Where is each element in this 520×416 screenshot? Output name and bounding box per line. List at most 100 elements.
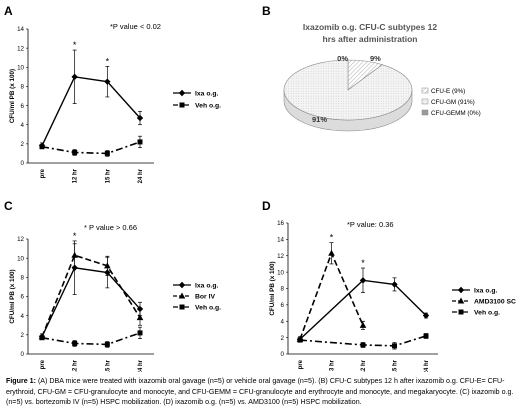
y-tick-label: 10 [277,269,284,276]
y-axis-label: CFU/ml PB (x 100) [9,269,16,323]
data-point [360,342,366,348]
y-tick-label: 6 [21,103,25,110]
chart-d: 0 2 4 6 8 10 12 14 16 pre 3 hr 12 hr 15 hr 24 hr CFU/m… [269,220,516,372]
y-tick-label: 12 [17,236,24,243]
legend-marker [179,102,185,108]
data-point [328,249,335,256]
x-tick-label: pre [298,359,304,369]
data-point [39,335,45,341]
data-point [72,149,78,155]
y-tick-label: 4 [281,318,285,325]
caption-text: (A) DBA mice were treated with ixazomib … [6,377,514,406]
x-tick-label: pre [40,359,46,369]
legend-marker [178,281,186,289]
caption-label: Figure 1: [6,377,36,385]
data-point [71,264,78,271]
panel-d-pvalue: *P value: 0.36 [347,220,394,229]
legend-swatch [421,98,429,105]
series-line-ixa-o-g- [299,279,427,340]
panel-c-pvalue: * P value > 0.66 [84,223,137,232]
y-tick-label: 10 [17,64,24,71]
x-tick-label: 12 hr [73,359,79,372]
data-point [136,114,144,122]
y-tick-label: 4 [21,122,25,129]
legend-label: Ixa o.g. [195,90,219,97]
x-tick-label: 15 hr [393,359,399,372]
panel-b-letter: B [262,4,271,18]
slice-label: 9% [370,54,381,63]
legend-label: CFU-GEMM (0%) [431,110,481,117]
significance-star: * [330,233,334,243]
panel-c-letter: C [4,199,13,213]
data-point [137,139,143,145]
y-tick-label: 12 [17,45,24,52]
chart-title: Ixazomib o.g. CFU-C subtypes 12 [303,22,437,32]
series-line-veh-o-g- [41,141,141,155]
data-point [71,251,78,258]
x-tick-label: 12 hr [361,359,367,372]
significance-star: * [73,231,77,241]
slice-label: 0% [337,54,348,63]
data-point [72,340,78,346]
legend-swatch [421,87,429,94]
y-tick-label: 8 [21,275,25,282]
legend-swatch [421,109,429,116]
y-tick-label: 0 [21,351,25,358]
legend-label: AMD3100 SC [474,298,516,305]
y-tick-label: 2 [21,141,25,148]
y-axis-label: CFU/ml PB (x 100) [269,261,276,315]
x-tick-label: 24 hr [138,168,144,183]
significance-star: * [361,258,365,268]
slice-label: 91% [312,115,327,124]
data-point [392,343,397,349]
data-point [423,333,429,339]
legend-label: Ixa o.g. [474,287,498,294]
y-tick-label: 8 [281,286,285,293]
data-point [422,312,430,319]
panel-a-pvalue: *P value < 0.02 [110,22,161,31]
y-tick-label: 14 [277,237,284,244]
data-point [71,73,78,81]
y-tick-label: 0 [21,160,25,167]
panel-a-letter: A [4,4,13,18]
data-point [136,305,144,313]
x-tick-label: 3 hr [330,359,336,371]
data-point [104,262,111,269]
data-point [137,330,143,336]
x-tick-label: 12 hr [73,168,79,183]
y-tick-label: 6 [21,294,25,301]
legend-label: CFU-E (9%) [431,88,465,95]
y-tick-label: 2 [21,332,25,339]
data-point [359,277,367,284]
y-tick-label: 16 [277,220,284,227]
legend-label: Veh o.g. [474,309,500,316]
series-line-ixa-o-g- [41,76,141,147]
legend-label: Ixa o.g. [195,282,219,289]
data-point [359,321,367,328]
legend-label: Bor IV [195,293,215,300]
legend-marker [457,286,465,294]
x-tick-label: pre [40,168,46,178]
y-tick-label: 8 [21,84,25,91]
x-tick-label: 15 hr [105,359,111,372]
series-line-bor-iv [41,254,141,338]
data-point [136,314,144,321]
legend-marker [178,292,186,299]
data-point [297,337,303,343]
legend-label: Veh o.g. [195,102,221,109]
data-point [104,150,110,156]
y-tick-label: 14 [17,26,24,33]
y-tick-label: 10 [17,255,24,262]
legend-marker [179,304,185,310]
pie-slice-1 [283,59,413,121]
data-point [391,281,398,288]
legend-label: Veh o.g. [195,304,221,311]
y-tick-label: 6 [281,302,285,309]
y-tick-label: 0 [281,351,285,358]
x-tick-label: 15 hr [105,168,111,183]
data-point [104,78,111,85]
data-point [39,144,45,150]
data-point [104,341,110,347]
y-tick-label: 4 [21,313,25,320]
chart-title: hrs after administration [323,34,418,44]
